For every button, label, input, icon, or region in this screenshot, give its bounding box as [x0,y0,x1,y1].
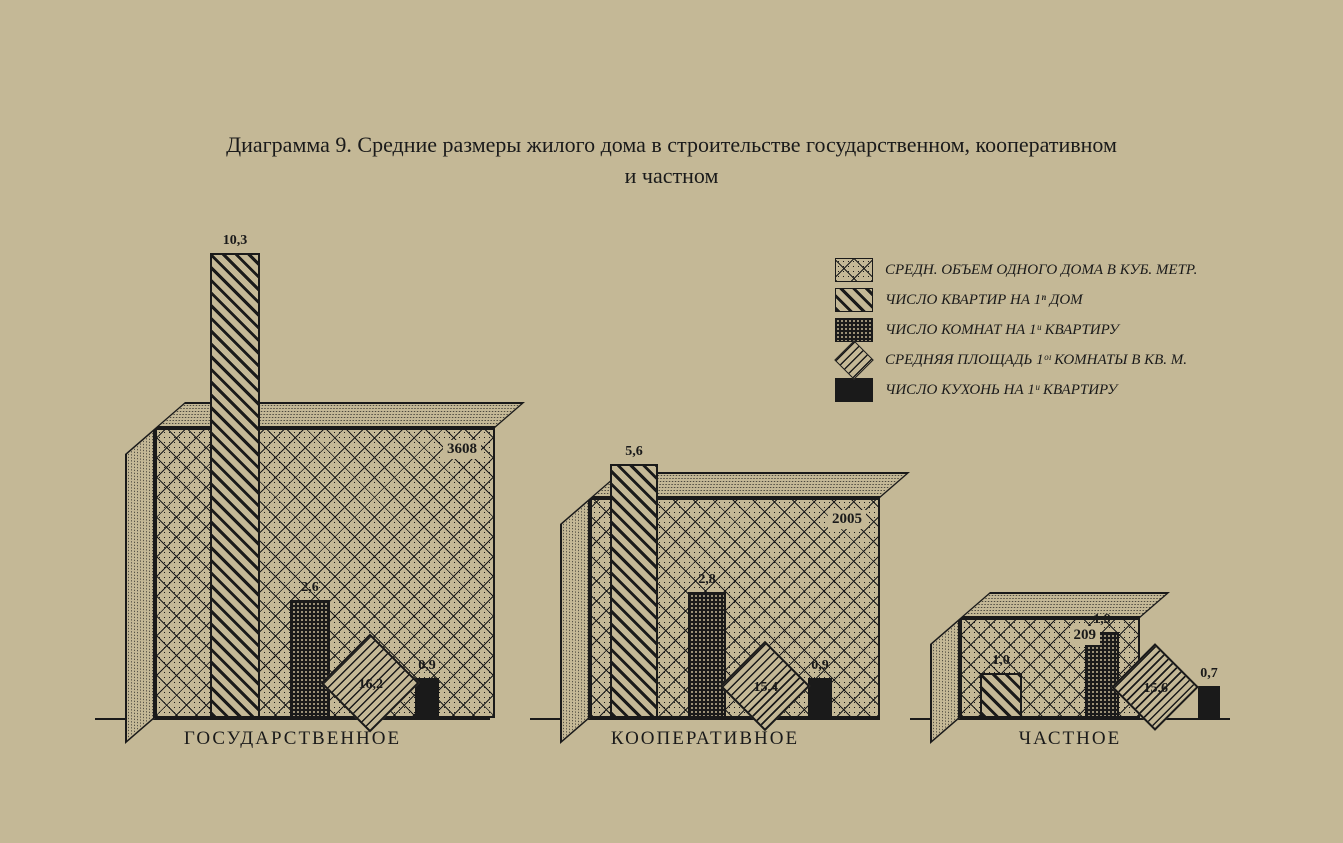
diamond-area-value: 16,2 [336,677,406,693]
volume-value: 3608 [443,440,481,459]
bar-rooms-value: 2,8 [688,572,726,588]
bar-rooms [688,592,726,718]
bar-kitchens [1198,686,1220,718]
group-label: ЧАСТНОЕ [910,728,1230,750]
bar-apartments [610,464,658,718]
diamond-area-value: 15,4 [734,680,798,696]
bar-apartments [210,253,260,718]
title-line-1: Диаграмма 9. Средние размеры жилого дома… [226,132,1117,157]
bar-rooms-value: 2,6 [290,580,330,596]
chart-group-1: КООПЕРАТИВНОЕ 2005 5,6 2,8 15,4 0,9 [530,230,880,750]
bar-kitchens-value: 0,7 [1194,666,1224,682]
bar-rooms [290,600,330,718]
volume-value: 209 [1070,626,1101,645]
group-label: КООПЕРАТИВНОЕ [530,728,880,750]
bar-apartments-value: 10,3 [210,233,260,249]
volume-value: 2005 [828,510,866,529]
bar-kitchens-value: 0,9 [804,658,836,674]
bar-kitchens [415,678,439,718]
chart-title: Диаграмма 9. Средние размеры жилого дома… [0,130,1343,192]
bar-apartments-value: 1,0 [980,653,1022,669]
chart-group-0: ГОСУДАРСТВЕННОЕ 3608 10,3 2,6 16,2 0,9 [95,230,490,750]
bar-kitchens-value: 0,9 [411,658,443,674]
bar-rooms-value: 1,9 [1085,612,1119,628]
title-line-2: и частном [625,163,719,188]
chart-area: ГОСУДАРСТВЕННОЕ360810,32,616,20,9КООПЕРА… [0,230,1343,750]
bar-kitchens [808,678,832,718]
chart-group-2: ЧАСТНОЕ 209 1,0 1,9 15,6 0,7 [910,230,1230,750]
bar-apartments [980,673,1022,718]
bar-apartments-value: 5,6 [610,444,658,460]
diamond-area-value: 15,6 [1125,681,1187,697]
group-label: ГОСУДАРСТВЕННОЕ [95,728,490,750]
